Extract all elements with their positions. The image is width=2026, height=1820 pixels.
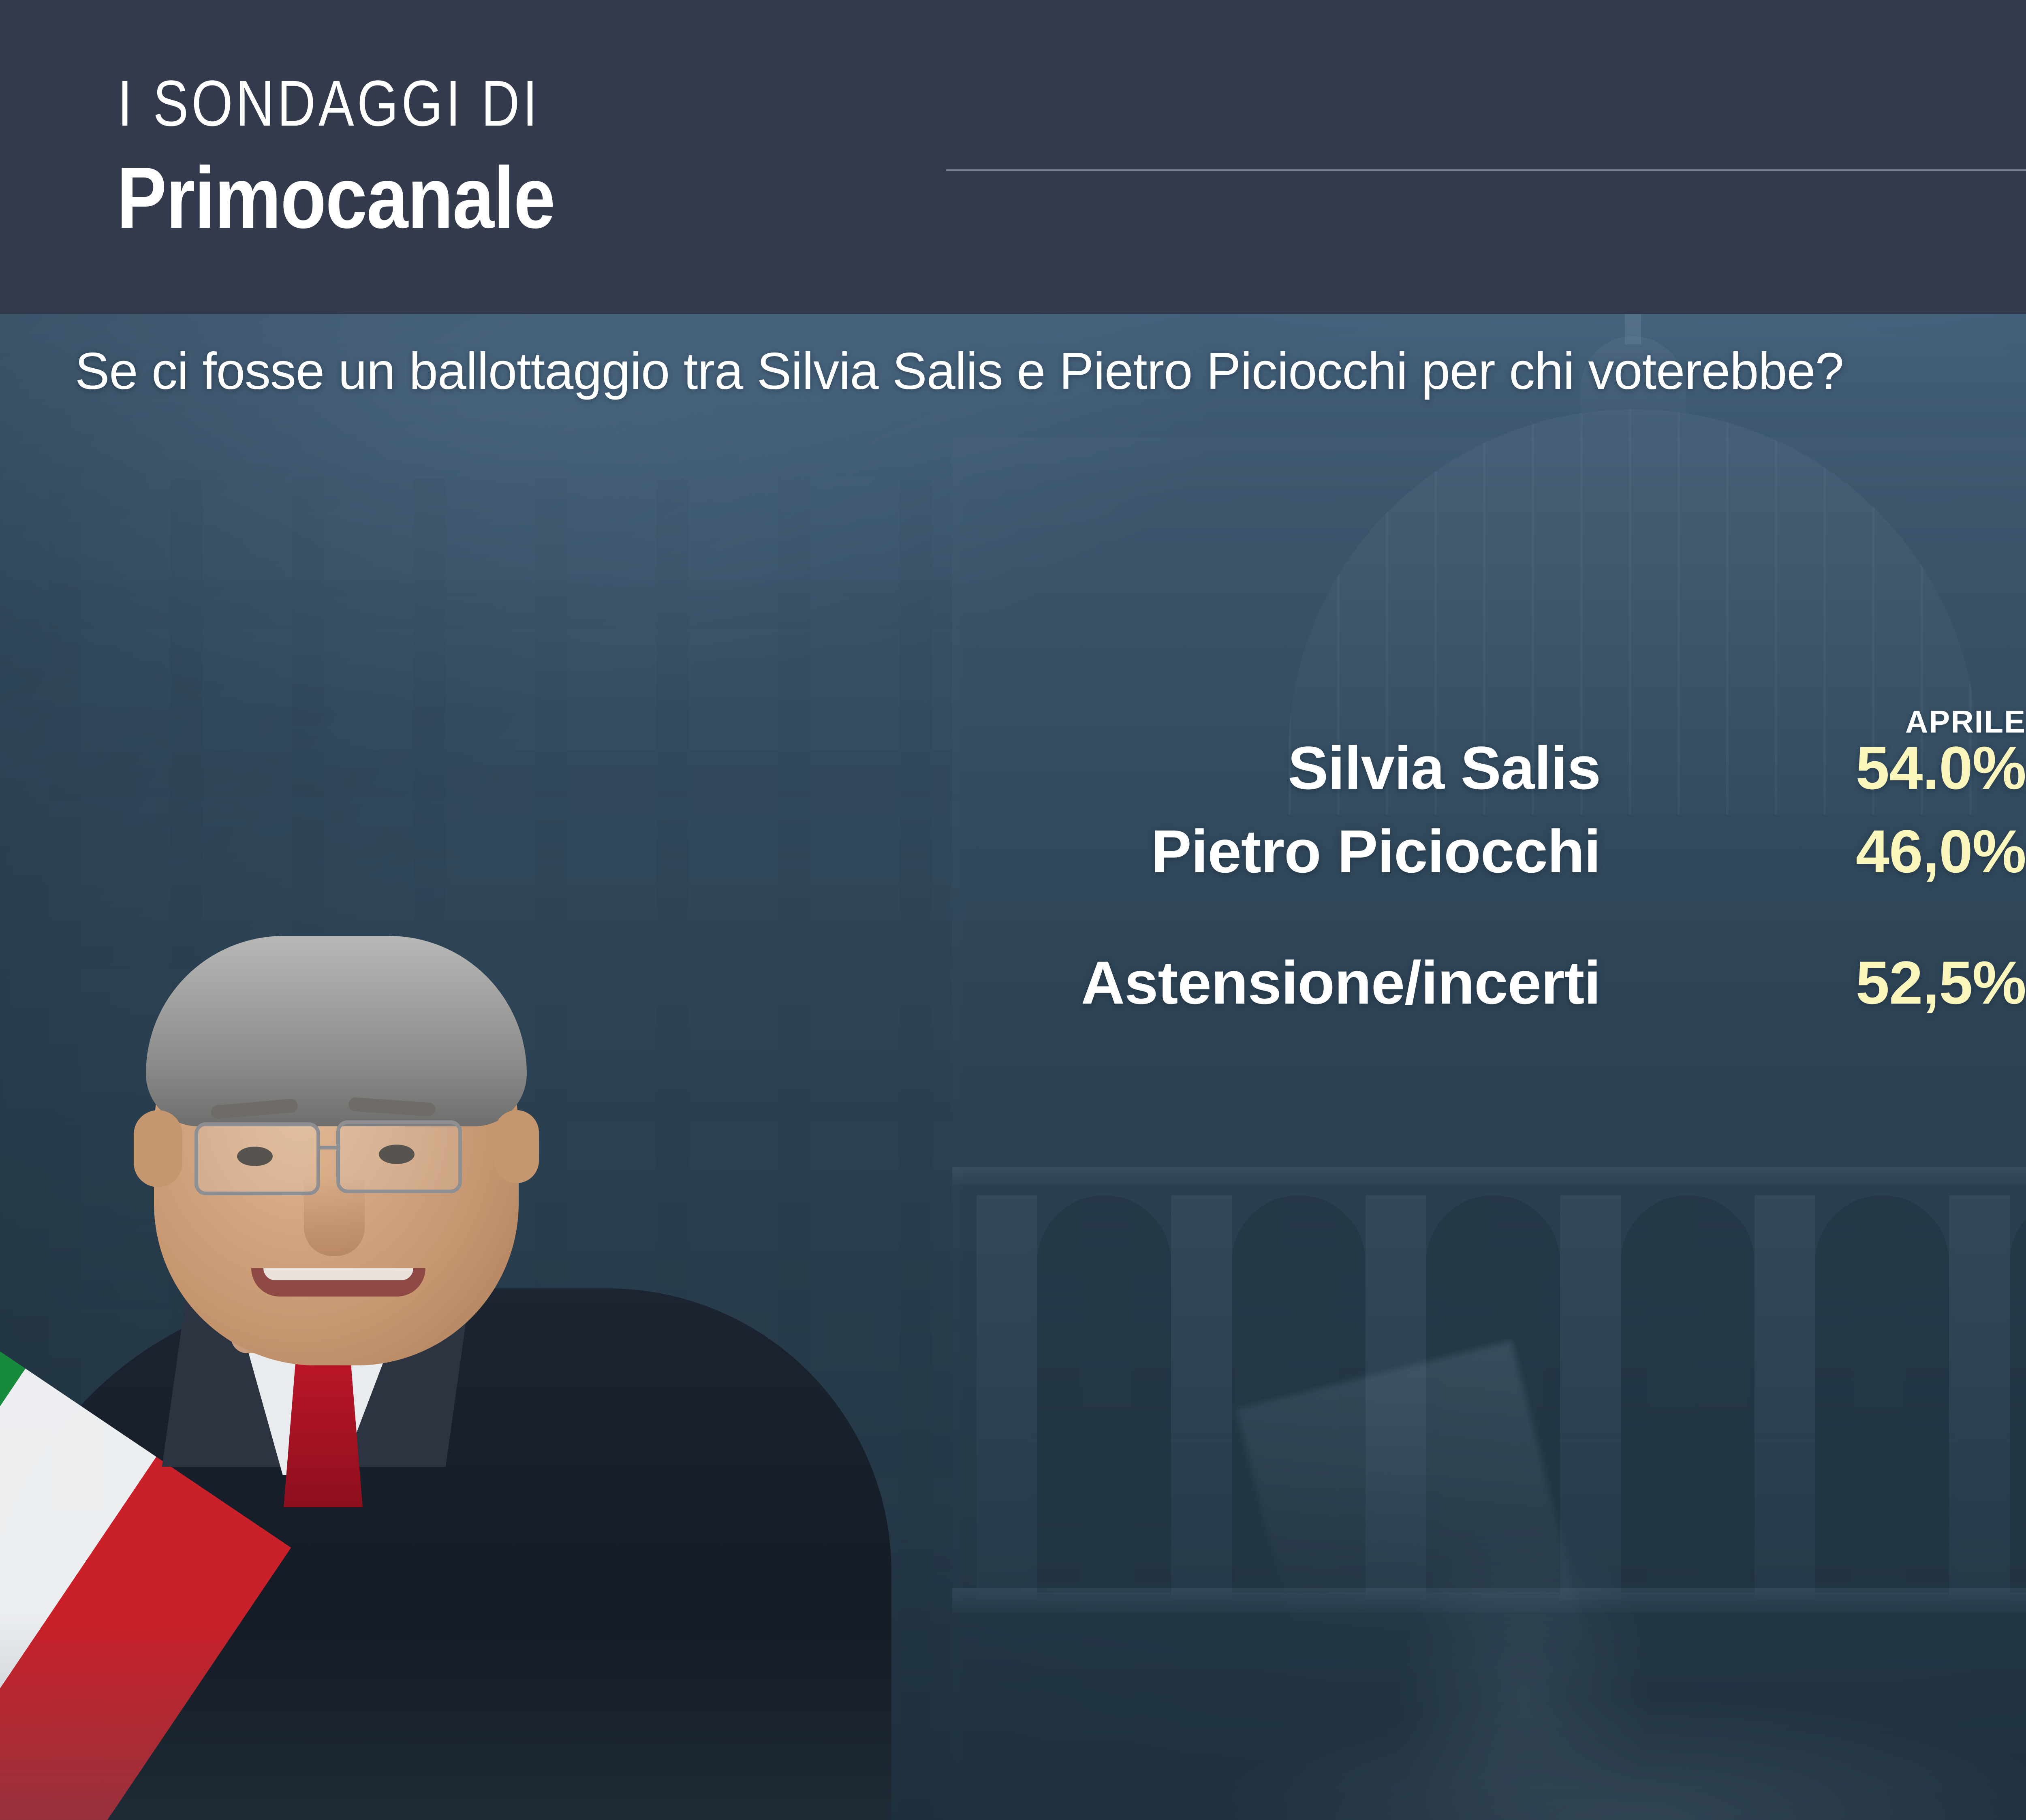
brand-kicker: I SONDAGGI DI	[118, 67, 541, 139]
table-row: Silvia Salis 54.0% 53,7%	[750, 737, 2026, 821]
eyeglasses-icon	[194, 1122, 320, 1195]
header-divider	[946, 169, 2026, 171]
brand-title: Primocanale	[117, 149, 555, 246]
row-value-aprile: 46,0%	[1855, 817, 2026, 885]
eyeglasses-icon	[336, 1120, 462, 1193]
table-row: Pietro Piciocchi 46,0% 46,3%	[750, 821, 2026, 904]
row-label: Silvia Salis	[1288, 734, 1601, 802]
column-header-aprile: APRILE	[1905, 704, 2026, 739]
table-header-row: APRILE 6 MAGGIO	[750, 685, 2026, 737]
row-label: Pietro Piciocchi	[1151, 817, 1601, 885]
portrait-left	[0, 883, 891, 1820]
header-bar: I SONDAGGI DI Primocanale TECNÈ knowledg…	[0, 0, 2026, 314]
table-row: Astensione/incerti 52,5% 55,7%	[750, 952, 2026, 1036]
row-label: Astensione/incerti	[1081, 948, 1601, 1017]
poll-question: Se ci fosse un ballottaggio tra Silvia S…	[75, 342, 1844, 400]
row-value-aprile: 54.0%	[1855, 734, 2026, 802]
results-table: APRILE 6 MAGGIO Silvia Salis 54.0% 53,7%…	[750, 685, 2026, 1036]
row-value-aprile: 52,5%	[1855, 948, 2026, 1017]
